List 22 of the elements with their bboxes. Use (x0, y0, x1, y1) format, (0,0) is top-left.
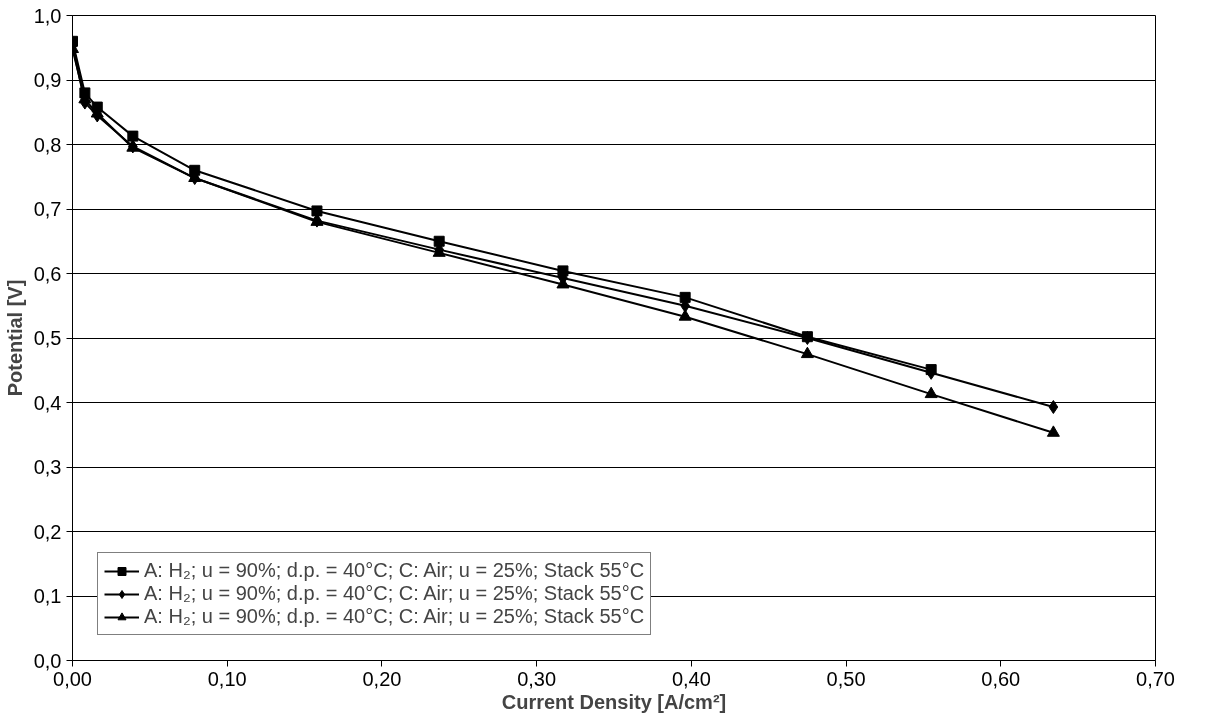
x-tick-label: 0,40 (671, 667, 711, 690)
y-tick-label: 0,7 (33, 198, 62, 220)
x-tick-label: 0,10 (207, 667, 247, 690)
y-tick-label: 0,8 (33, 133, 62, 156)
y-tick-label: 0,2 (33, 520, 62, 543)
x-tick-label: 0,60 (981, 667, 1021, 690)
y-tick-label: 0,5 (33, 327, 62, 349)
y-tick-label: 0,1 (33, 585, 62, 607)
y-tick-label: 0,6 (33, 262, 62, 285)
x-tick-label: 0,20 (362, 667, 402, 690)
y-tick-label: 0,3 (33, 456, 62, 478)
legend-label: A: H₂; u = 90%; d.p. = 40°C; C: Air; u = 25%; Stack 55°C (144, 559, 645, 582)
x-tick-label: 0,30 (517, 667, 557, 690)
y-tick-label: 1,0 (33, 4, 62, 27)
x-tick-label: 0,50 (826, 667, 866, 690)
x-tick-label: 0,70 (1136, 667, 1175, 690)
y-axis-title: Potential [V] (3, 279, 26, 397)
legend-label: A: H₂; u = 90%; d.p. = 40°C; C: Air; u = 25%; Stack 55°C (144, 605, 645, 628)
y-tick-label: 0,4 (33, 391, 62, 414)
x-axis-title: Current Density [A/cm²] (501, 690, 727, 713)
y-tick-label: 0,9 (33, 69, 62, 91)
legend-label: A: H₂; u = 90%; d.p. = 40°C; C: Air; u = 25%; Stack 55°C (144, 582, 645, 605)
